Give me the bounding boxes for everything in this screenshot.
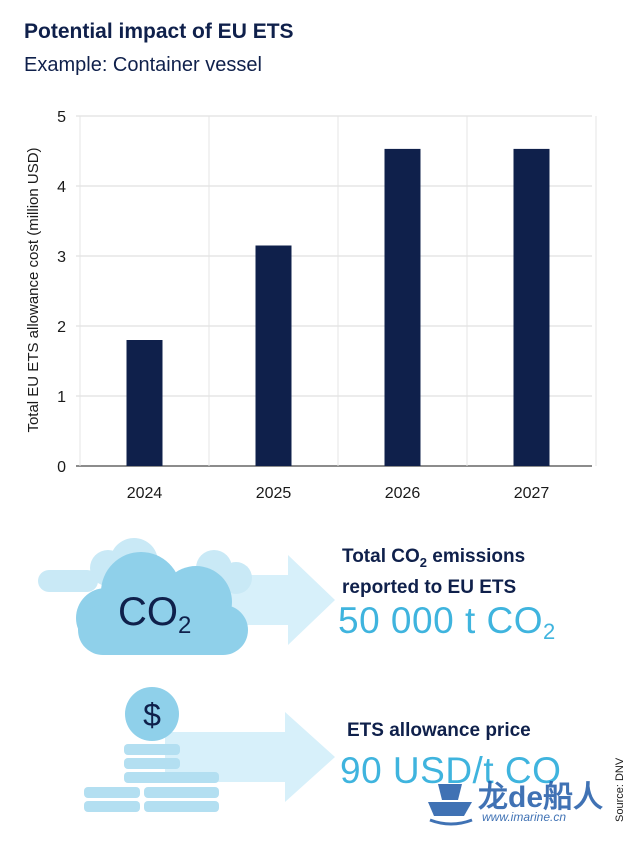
y-tick-label: 2 <box>57 319 66 336</box>
chart-title: Potential impact of EU ETS <box>24 20 294 43</box>
emissions-heading: Total CO2 emissions reported to EU ETS <box>342 546 526 598</box>
y-tick-label: 1 <box>57 389 66 406</box>
watermark-url: www.imarine.cn <box>482 810 567 824</box>
x-tick-labels: 2024 2025 2026 2027 <box>127 485 550 502</box>
watermark-text: 龙de船人 <box>478 781 604 814</box>
y-tick-label: 0 <box>57 459 66 476</box>
emissions-value: 50 000 t CO2 <box>338 600 556 644</box>
bars <box>126 148 550 466</box>
x-tick-label: 2027 <box>514 485 550 502</box>
x-tick-label: 2024 <box>127 485 163 502</box>
ship-logo-icon <box>428 784 473 826</box>
chart-subtitle: Example: Container vessel <box>24 54 262 76</box>
watermark-logo: 龙de船人 www.imarine.cn <box>424 770 614 830</box>
y-tick-label: 3 <box>57 249 66 266</box>
cloud-co2-label: CO2 <box>118 590 192 639</box>
x-tick-label: 2026 <box>385 485 421 502</box>
bar-chart: 0 1 2 3 4 5 2024 2025 2026 2027 Total EU ETS all… <box>25 109 597 502</box>
source-note: Source: DNV <box>614 757 626 822</box>
bar-2026 <box>384 148 421 466</box>
bar-2024 <box>126 340 163 466</box>
bar-2025 <box>255 245 292 466</box>
y-tick-label: 4 <box>57 179 66 196</box>
cloud-icon <box>38 538 252 655</box>
x-tick-label: 2025 <box>256 485 292 502</box>
bar-2027 <box>513 148 550 466</box>
coin-dollar-symbol: $ <box>143 697 161 733</box>
y-axis-title: Total EU ETS allowance cost (million USD… <box>25 147 42 432</box>
price-heading: ETS allowance price <box>347 720 531 741</box>
y-tick-label: 5 <box>57 109 66 126</box>
coin-stack-icon: $ <box>84 687 219 812</box>
y-tick-labels: 0 1 2 3 4 5 <box>57 109 66 476</box>
